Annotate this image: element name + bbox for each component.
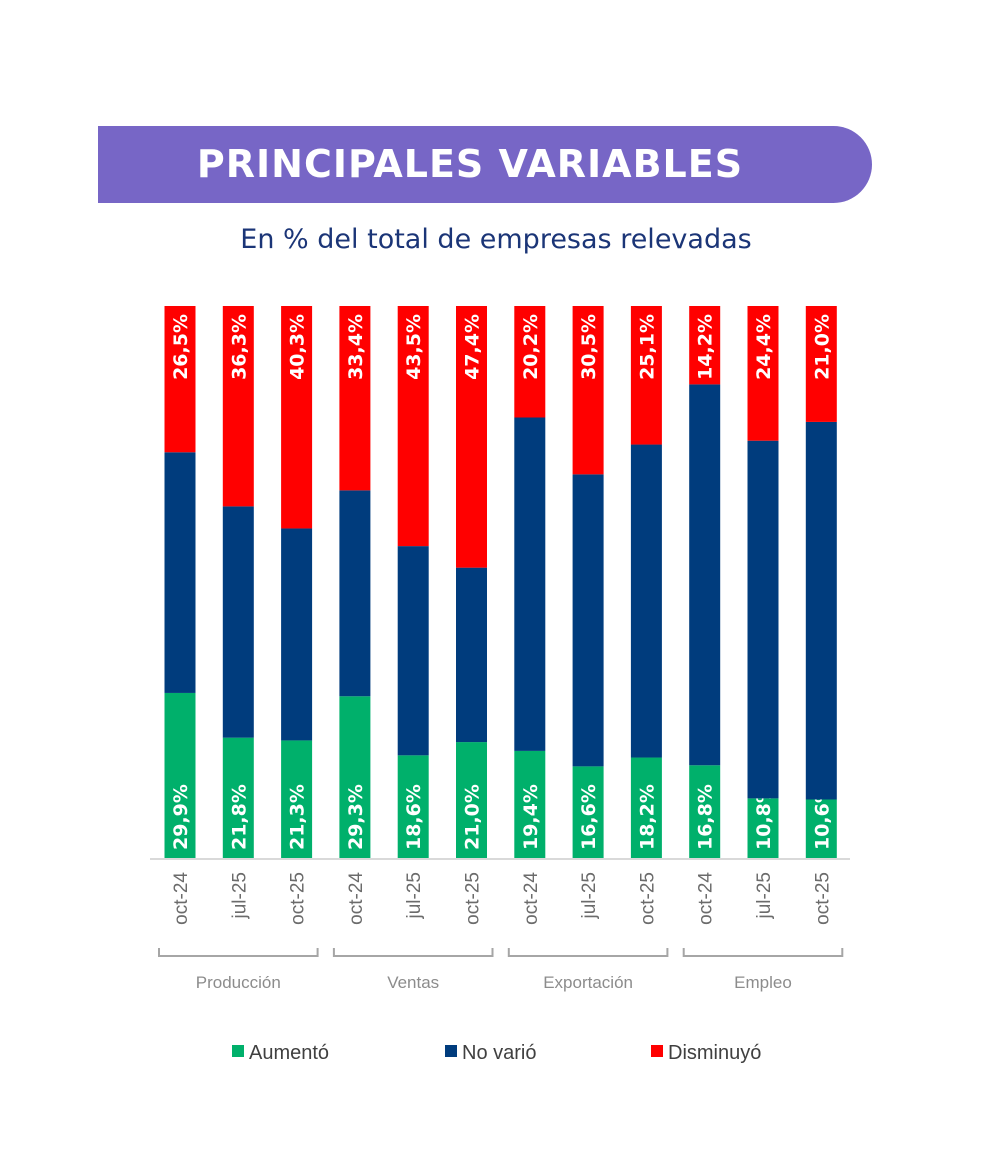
data-label: 21,0% [811,314,833,380]
bar-disminuyó [281,306,313,529]
x-tick-label: oct-24 [171,872,192,925]
data-label: 33,4% [345,314,367,380]
group-label: Empleo [734,973,792,992]
data-label: 29,3% [345,784,367,850]
data-label: 10,8% [753,784,775,850]
data-label: 43,5% [403,314,425,380]
x-tick-label: oct-24 [696,872,717,925]
data-label: 29,9% [170,784,192,850]
bar-disminuyó [514,306,546,418]
bar-aumentó [281,740,313,858]
data-label: 18,2% [636,784,658,850]
bar-disminuyó [164,306,196,453]
bar-aumentó [572,766,604,858]
title-banner [98,126,872,203]
legend-swatch [651,1045,663,1057]
legend-label: Disminuyó [668,1042,761,1064]
data-label: 16,8% [695,784,717,850]
bar-disminuyó [572,306,604,475]
bar-no-varió [164,452,196,693]
data-label: 19,4% [520,784,542,850]
bar-aumentó [456,742,487,858]
x-tick-label: jul-25 [754,872,775,919]
group-label: Ventas [387,973,439,992]
legend-swatch [445,1045,457,1057]
bar-disminuyó [397,306,429,547]
data-label: 18,6% [403,784,425,850]
bar-aumentó [747,798,779,858]
bar-aumentó [630,757,662,858]
group-label: Producción [196,973,281,992]
x-tick-label: jul-25 [579,872,600,919]
bar-no-varió [222,506,254,738]
data-label: 20,2% [520,314,542,380]
chart-title: PRINCIPALES VARIABLES [196,142,744,186]
bar-aumentó [397,755,429,858]
chart-subtitle: En % del total de empresas relevadas [240,224,752,255]
x-tick-label: oct-25 [463,872,484,925]
data-label: 25,1% [636,314,658,380]
bar-disminuyó [689,306,721,385]
bar-no-varió [572,474,604,767]
x-tick-label: jul-25 [404,872,425,919]
bar-aumentó [222,737,254,858]
data-label: 40,3% [287,314,309,380]
bar-disminuyó [339,306,371,491]
bar-no-varió [281,528,313,741]
bar-no-varió [397,546,429,756]
data-label: 26,5% [170,314,192,380]
bar-aumentó [805,799,837,858]
bar-disminuyó [456,306,487,568]
data-label: 14,2% [695,314,717,380]
group-bracket [332,948,494,957]
bar-disminuyó [630,306,662,445]
data-label: 21,0% [462,784,484,850]
bar-no-varió [805,421,837,800]
bar-no-varió [514,417,546,751]
data-label: 10,6% [811,784,833,850]
group-label: Exportación [543,973,633,992]
group-bracket [507,948,669,957]
legend-swatch [232,1045,244,1057]
group-bracket [158,948,319,957]
bar-no-varió [456,567,487,743]
bar-disminuyó [222,306,254,507]
bar-aumentó [164,692,196,858]
data-label: 47,4% [462,314,484,380]
bar-aumentó [339,696,371,858]
x-tick-label: oct-25 [812,872,833,925]
data-label: 24,4% [753,314,775,380]
data-label: 21,8% [228,784,250,850]
data-label: 21,3% [287,784,309,850]
bar-disminuyó [747,306,779,441]
legend-label: No varió [462,1042,536,1064]
bar-no-varió [747,440,779,799]
group-bracket [682,948,844,957]
x-tick-label: oct-25 [637,872,658,925]
bar-no-varió [339,490,371,697]
x-tick-label: oct-24 [521,872,542,925]
data-label: 30,5% [578,314,600,380]
legend-label: Aumentó [249,1042,329,1064]
bar-aumentó [689,765,721,858]
bar-no-varió [630,444,662,758]
x-tick-label: oct-25 [288,872,309,925]
bar-disminuyó [805,306,837,422]
data-label: 16,6% [578,784,600,850]
x-tick-label: oct-24 [346,872,367,925]
x-tick-label: jul-25 [229,872,250,919]
bar-aumentó [514,750,546,858]
bar-no-varió [689,384,721,766]
data-label: 36,3% [228,314,250,380]
